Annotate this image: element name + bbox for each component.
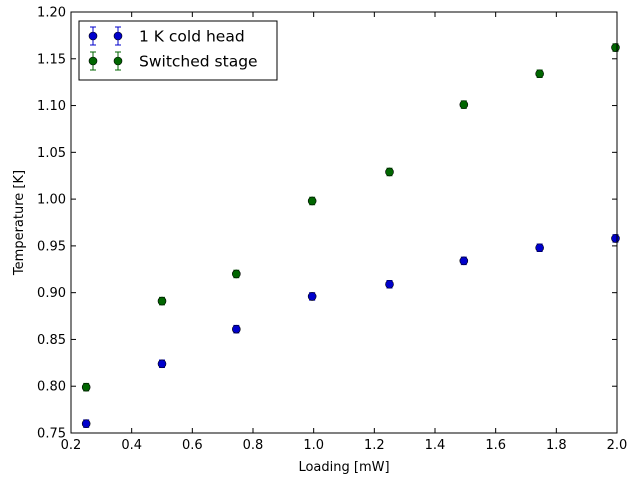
data-point	[385, 279, 394, 289]
x-tick-label: 1.0	[303, 438, 324, 453]
data-point	[535, 69, 544, 79]
x-tick-label: 1.6	[485, 438, 506, 453]
legend-marker	[88, 56, 98, 66]
legend-marker	[113, 56, 123, 66]
data-point	[81, 382, 91, 392]
legend: 1 K cold head Switched stage	[78, 20, 278, 81]
x-tick-label: 2.0	[607, 438, 628, 453]
x-tick-label: 0.8	[243, 438, 264, 453]
data-point	[232, 324, 241, 334]
legend-marker	[113, 31, 123, 41]
legend-box	[78, 20, 278, 81]
legend-entry: 1 K cold head	[88, 26, 245, 46]
legend-entry: Switched stage	[88, 51, 258, 71]
legend-label: Switched stage	[139, 53, 258, 71]
y-tick-label: 1.05	[37, 146, 66, 161]
x-tick-label: 0.4	[121, 438, 142, 453]
legend-marker	[88, 31, 98, 41]
x-tick-label: 0.6	[182, 438, 203, 453]
data-point	[232, 269, 241, 279]
y-tick-label: 0.85	[37, 333, 66, 348]
data-point	[307, 196, 317, 206]
series-2	[81, 43, 620, 392]
x-axis-label: Loading [mW]	[298, 460, 389, 475]
y-tick-label: 0.80	[37, 380, 66, 395]
y-axis-label: Temperature [K]	[12, 170, 27, 276]
series-1	[81, 234, 620, 428]
y-tick-label: 0.75	[37, 427, 66, 442]
data-point	[157, 359, 167, 369]
axis-ticks: 0.2 0.4 0.6 0.8 1.0 1.2 1.4 1.6 1.8 2.0 0.75 0.80 0.…	[37, 6, 627, 454]
data-point	[385, 167, 394, 177]
x-tick-label: 1.4	[425, 438, 446, 453]
data-point	[157, 296, 167, 306]
y-tick-label: 1.10	[37, 99, 66, 114]
x-tick-label: 1.8	[546, 438, 567, 453]
data-point	[611, 43, 620, 52]
x-tick-label: 0.2	[61, 438, 82, 453]
x-tick-label: 1.2	[364, 438, 385, 453]
y-tick-label: 1.15	[37, 52, 66, 67]
legend-label: 1 K cold head	[139, 28, 245, 46]
plot-marks	[81, 43, 620, 428]
data-point	[459, 100, 469, 109]
data-point	[81, 419, 91, 428]
plot-frame	[70, 11, 618, 434]
y-tick-label: 0.95	[37, 239, 66, 254]
data-point	[459, 256, 469, 266]
y-tick-label: 1.00	[37, 193, 66, 208]
y-tick-label: 0.90	[37, 286, 66, 301]
data-point	[611, 234, 620, 243]
y-tick-label: 1.20	[37, 6, 66, 21]
data-point	[307, 292, 317, 301]
data-point	[535, 243, 544, 253]
